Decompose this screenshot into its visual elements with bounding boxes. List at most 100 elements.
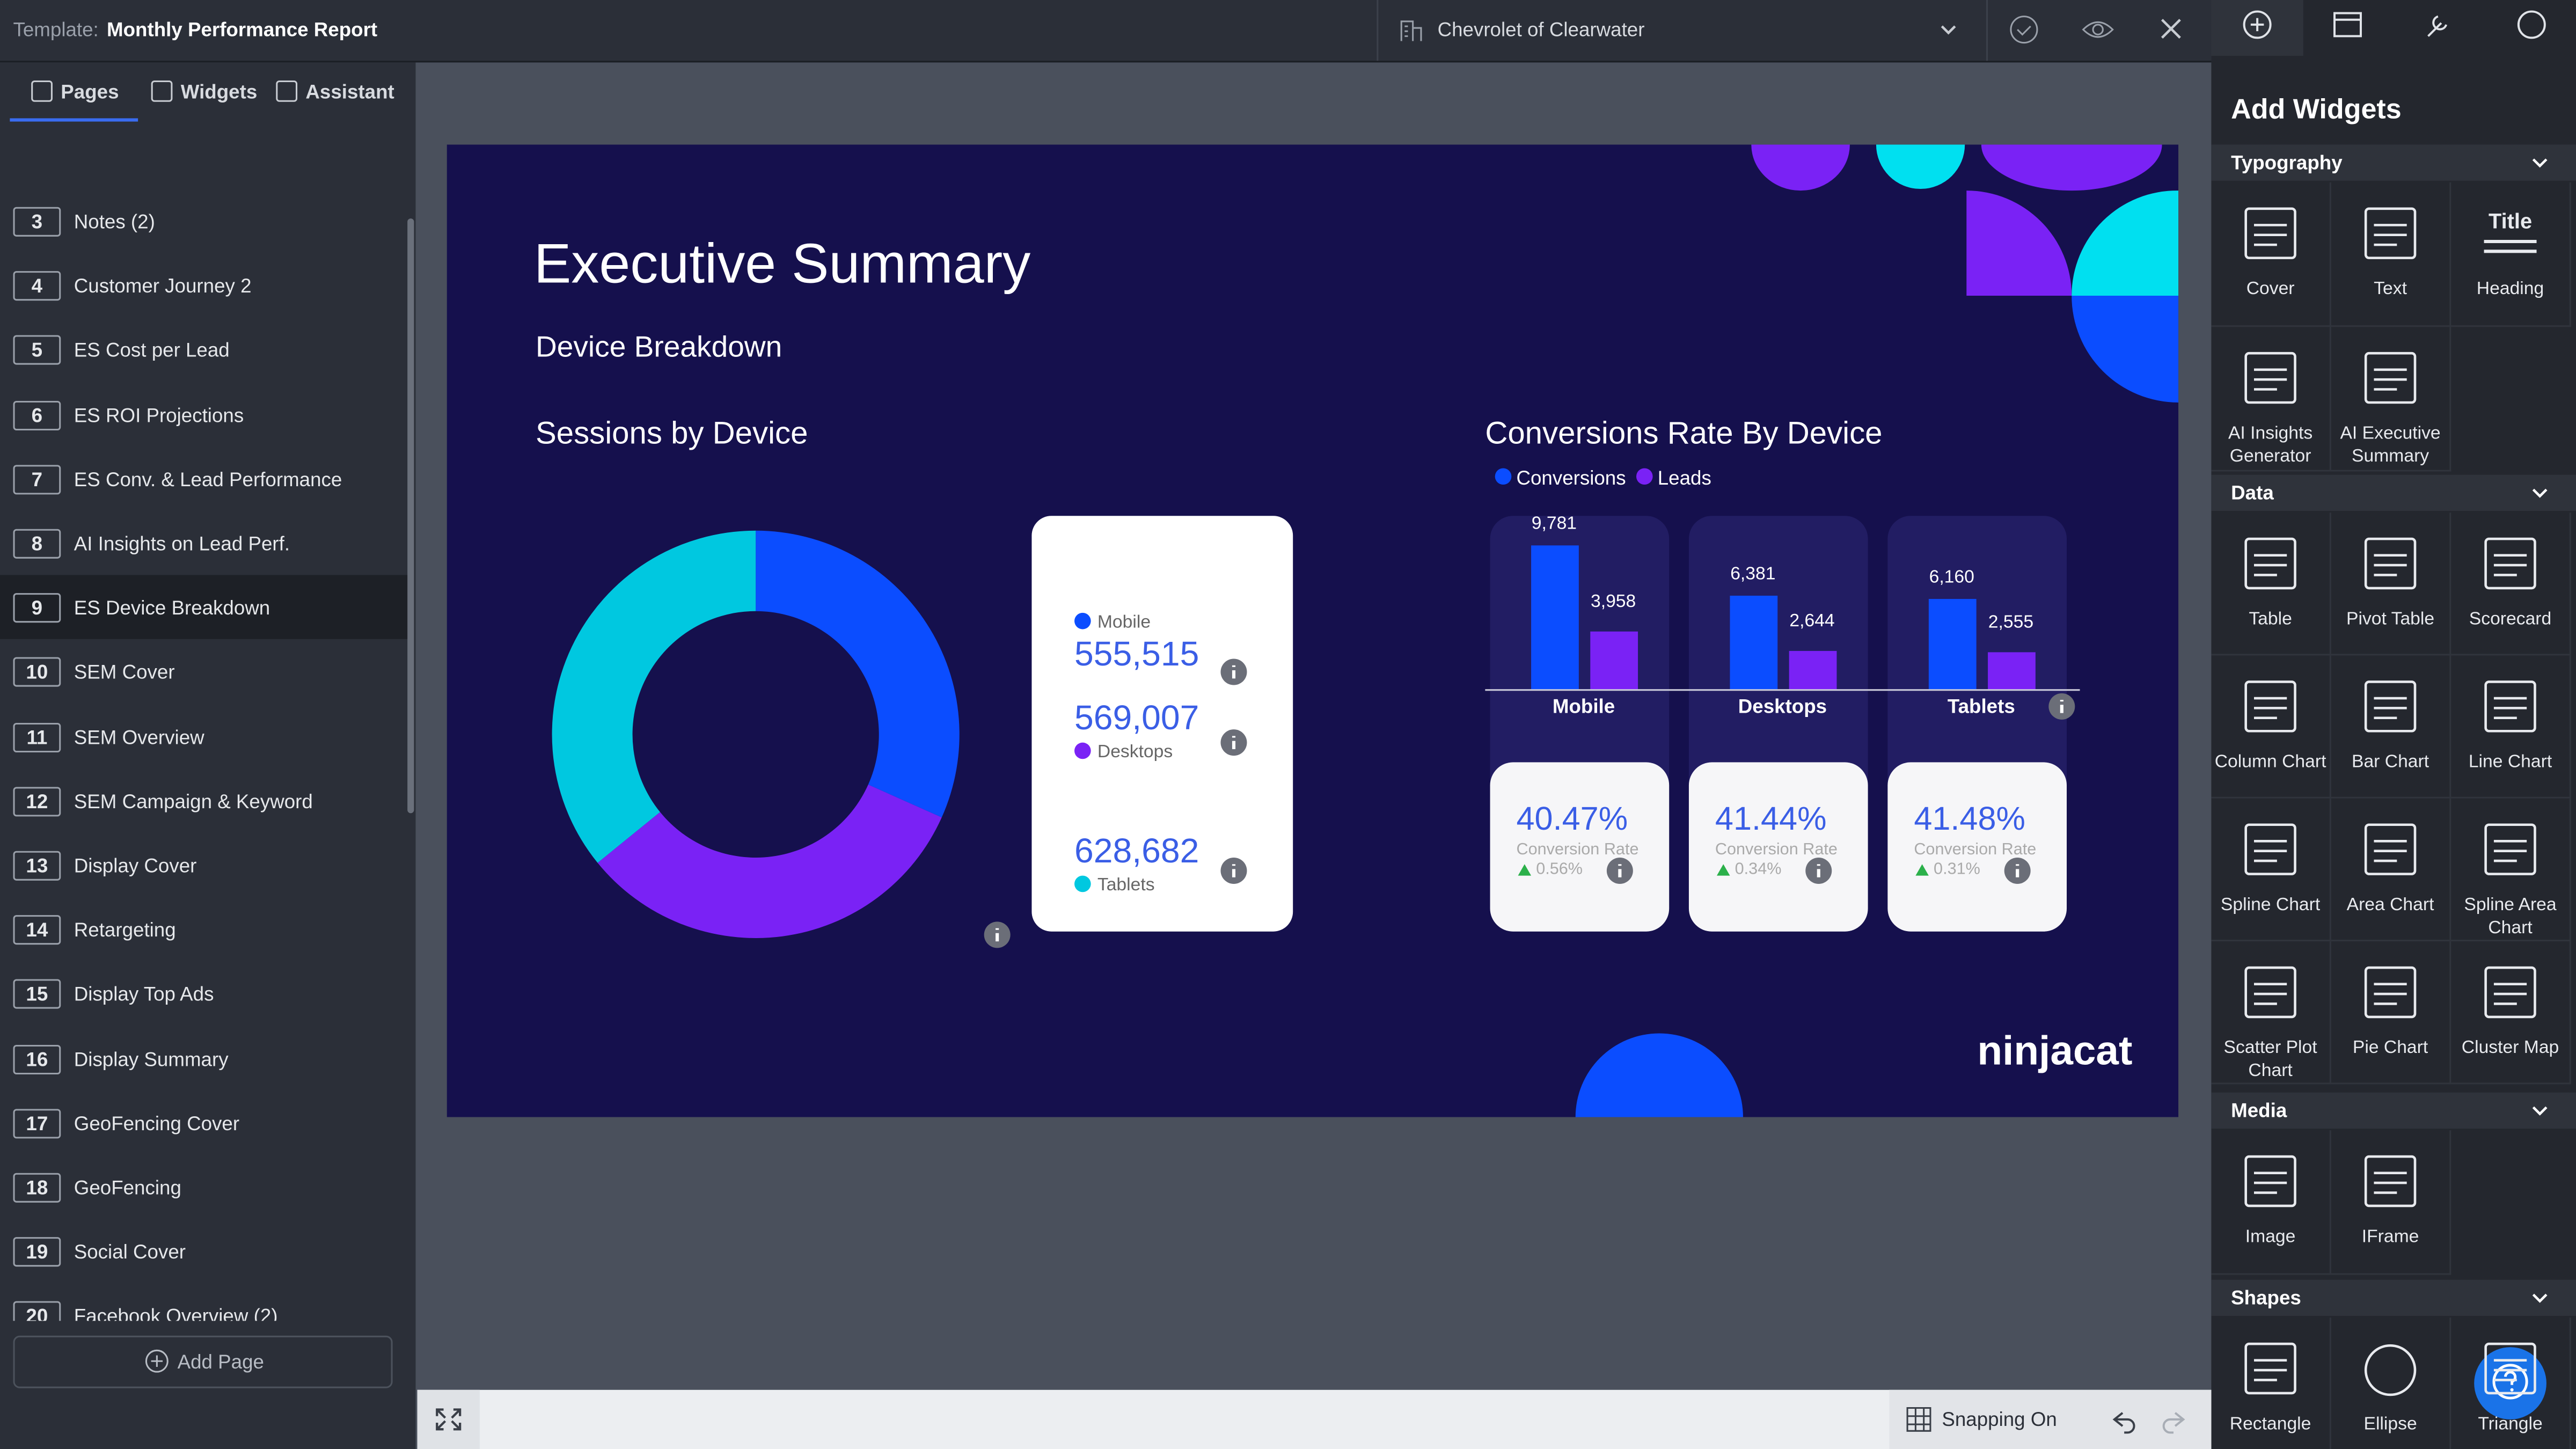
page-number: 13	[13, 851, 61, 881]
section-header[interactable]: Data	[2211, 474, 2576, 511]
page-number: 3	[13, 207, 61, 237]
calendar-tab[interactable]	[2333, 12, 2362, 38]
page-number: 20	[13, 1301, 61, 1321]
widget-item[interactable]: Cluster Map	[2451, 941, 2571, 1085]
widget-icon	[2364, 966, 2417, 1019]
widget-item[interactable]: Bar Chart	[2331, 655, 2451, 799]
icon-detail	[2374, 1172, 2407, 1194]
page-item[interactable]: 18 GeoFencing	[0, 1155, 409, 1219]
page-item[interactable]: 16 Display Summary	[0, 1026, 409, 1090]
panel-tabs	[2211, 0, 2546, 56]
icon-shape	[2244, 352, 2296, 404]
page-item[interactable]: 9 ES Device Breakdown	[0, 575, 409, 640]
expand-button[interactable]	[417, 1389, 480, 1449]
snapping-toggle[interactable]: Snapping On	[1942, 1408, 2057, 1431]
icon-shape	[2244, 207, 2296, 259]
widget-label: Bar Chart	[2351, 752, 2429, 772]
settings-tab[interactable]	[2427, 15, 2448, 37]
rate-card	[1887, 762, 2067, 932]
icon-detail	[2374, 368, 2407, 391]
icon-shape	[2244, 680, 2296, 733]
widget-item[interactable]: Scorecard	[2451, 513, 2571, 656]
widget-item[interactable]: Image	[2211, 1130, 2331, 1275]
page-item[interactable]: 12 SEM Campaign & Keyword	[0, 769, 409, 832]
style-tab[interactable]	[2517, 10, 2546, 39]
page-number: 17	[13, 1108, 61, 1138]
page-item[interactable]: 13 Display Cover	[0, 833, 409, 897]
icon-detail	[2493, 554, 2527, 576]
icon-detail	[2493, 1359, 2527, 1381]
icon-text: Title	[2489, 210, 2532, 233]
rate-label: Conversion Rate	[1517, 840, 1639, 858]
widget-item[interactable]: Triangle	[2451, 1318, 2571, 1449]
page-number: 15	[13, 979, 61, 1009]
account-dropdown[interactable]: Chevrolet of Clearwater	[1377, 0, 1988, 61]
section-header[interactable]: Shapes	[2211, 1279, 2576, 1316]
slide: Executive Summary Device Breakdown Sessi…	[447, 144, 2179, 1117]
grid-icon	[1906, 1407, 1931, 1432]
widget-icon	[2364, 1155, 2417, 1208]
widget-item[interactable]: Column Chart	[2211, 655, 2331, 799]
approve-button[interactable]	[2010, 16, 2038, 44]
expand-icon	[436, 1408, 462, 1431]
widget-label: Rectangle	[2229, 1414, 2311, 1435]
widget-label: Table	[2249, 609, 2292, 630]
widget-item[interactable]: Pivot Table	[2331, 513, 2451, 656]
page-item[interactable]: 14 Retargeting	[0, 897, 409, 961]
widget-label: Spline Area Chart	[2464, 895, 2557, 938]
undo[interactable]	[2112, 1412, 2135, 1434]
widget-item[interactable]: AI Insights Generator	[2211, 327, 2331, 472]
icon-shape	[2244, 966, 2296, 1019]
widget-item[interactable]: Spline Chart	[2211, 798, 2331, 942]
page-item[interactable]: 11 SEM Overview	[0, 704, 409, 768]
page-item[interactable]: 8 AI Insights on Lead Perf.	[0, 511, 409, 575]
page-item[interactable]: 17 GeoFencing Cover	[0, 1091, 409, 1154]
chevron-path	[2532, 1293, 2548, 1303]
widget-item[interactable]: Ellipse	[2331, 1318, 2451, 1449]
legend-label: Mobile	[1097, 612, 1151, 632]
page-item[interactable]: 3 Notes (2)	[0, 189, 409, 253]
add-tab[interactable]	[2243, 10, 2272, 39]
donut-slice	[756, 530, 960, 818]
widget-item[interactable]: Text	[2331, 182, 2451, 327]
tab[interactable]: Pages	[31, 80, 119, 104]
icon-detail	[2374, 697, 2407, 720]
widget-item[interactable]: Title Heading	[2451, 182, 2571, 327]
widget-item[interactable]: Rectangle	[2211, 1318, 2331, 1449]
widget-item[interactable]: Cover	[2211, 182, 2331, 327]
icon-detail	[2493, 983, 2527, 1005]
tab[interactable]: Assistant	[276, 80, 394, 104]
page-number: 12	[13, 786, 61, 816]
widget-item[interactable]: IFrame	[2331, 1130, 2451, 1275]
redo[interactable]	[2162, 1412, 2185, 1434]
rate-label: Conversion Rate	[1715, 840, 1838, 858]
tab[interactable]: Widgets	[151, 80, 257, 104]
page-item[interactable]: 19 Social Cover	[0, 1219, 409, 1283]
page-item[interactable]: 20 Facebook Overview (2)	[0, 1284, 409, 1321]
section-header[interactable]: Typography	[2211, 144, 2576, 181]
widget-item[interactable]: Area Chart	[2331, 798, 2451, 942]
widget-item[interactable]: Table	[2211, 513, 2331, 656]
widget-label: Image	[2245, 1227, 2296, 1247]
preview-button[interactable]	[2082, 21, 2114, 38]
close-button[interactable]	[2161, 19, 2181, 39]
widget-label: Scatter Plot Chart	[2223, 1038, 2317, 1081]
page-item[interactable]: 5 ES Cost per Lead	[0, 318, 409, 382]
widget-item[interactable]: Pie Chart	[2331, 941, 2451, 1085]
widget-label: Text	[2374, 279, 2407, 299]
icon-detail	[2253, 1359, 2287, 1381]
page-item[interactable]: 4 Customer Journey 2	[0, 253, 409, 317]
page-name: AI Insights on Lead Perf.	[74, 532, 290, 555]
section-header[interactable]: Media	[2211, 1092, 2576, 1129]
page-item[interactable]: 10 SEM Cover	[0, 640, 409, 704]
account-name: Chevrolet of Clearwater	[1437, 18, 1645, 41]
page-item[interactable]: 6 ES ROI Projections	[0, 382, 409, 446]
widget-label: Cluster Map	[2461, 1038, 2559, 1058]
widget-item[interactable]: Scatter Plot Chart	[2211, 941, 2331, 1085]
widget-item[interactable]: Spline Area Chart	[2451, 798, 2571, 942]
widget-item[interactable]: Line Chart	[2451, 655, 2571, 799]
widget-item[interactable]: AI Executive Summary	[2331, 327, 2451, 472]
page-item[interactable]: 7 ES Conv. & Lead Performance	[0, 447, 409, 510]
page-item[interactable]: 15 Display Top Ads	[0, 962, 409, 1026]
add-page-button[interactable]: Add Page	[13, 1335, 393, 1388]
